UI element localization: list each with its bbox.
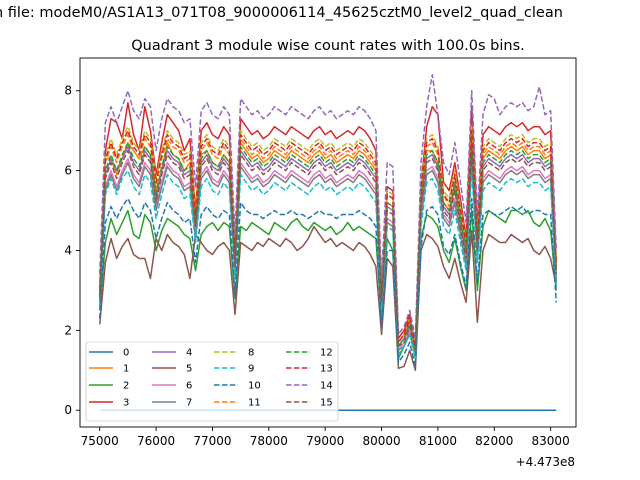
x-tick-label: 80000: [362, 434, 400, 448]
legend-label-8: 8: [248, 348, 254, 359]
series-line-15: [98, 149, 558, 352]
y-tick-label: 4: [64, 243, 72, 257]
legend-label-3: 3: [123, 398, 129, 409]
series-line-3: [98, 101, 558, 348]
series-line-13: [98, 129, 558, 348]
x-tick-label: 77000: [193, 434, 231, 448]
y-tick-label: 6: [64, 164, 72, 178]
x-tick-label: 83000: [532, 434, 570, 448]
legend-label-6: 6: [186, 381, 192, 392]
series-line-8: [98, 125, 558, 348]
axes-frame: [79, 57, 577, 428]
x-axis: 75000 76000 77000 78000 79000 80000 81000 82000…: [81, 427, 570, 448]
y-tick-label: 8: [64, 84, 72, 98]
series-layer: [98, 74, 558, 411]
legend-label-4: 4: [186, 348, 192, 359]
series-line-5: [98, 225, 558, 372]
y-tick-label: 0: [64, 403, 72, 417]
chart-title: Quadrant 3 module wise count rates with …: [131, 38, 525, 54]
legend-label-13: 13: [320, 364, 333, 375]
x-tick-label: 78000: [250, 434, 288, 448]
series-line-14: [98, 74, 558, 340]
legend-label-9: 9: [248, 364, 254, 375]
legend-label-7: 7: [186, 398, 192, 409]
series-line-9: [98, 169, 558, 360]
series-line-10: [98, 197, 558, 368]
legend-label-2: 2: [123, 381, 129, 392]
legend-label-10: 10: [248, 381, 261, 392]
x-offset-label: +4.473e8: [516, 455, 575, 469]
y-axis: 0 2 4 6 8: [64, 84, 80, 417]
legend-label-11: 11: [248, 398, 261, 409]
legend-label-0: 0: [123, 348, 129, 359]
x-tick-label: 81000: [419, 434, 457, 448]
series-line-12: [98, 141, 558, 352]
x-tick-label: 75000: [81, 434, 119, 448]
x-tick-label: 76000: [137, 434, 175, 448]
legend-frame: [85, 341, 339, 422]
plot-area: [98, 74, 558, 411]
x-tick-label: 82000: [475, 434, 513, 448]
y-tick-label: 2: [64, 323, 72, 337]
x-tick-label: 79000: [306, 434, 344, 448]
series-line-2: [98, 209, 558, 360]
legend-label-5: 5: [186, 364, 192, 375]
legend-label-1: 1: [123, 364, 129, 375]
legend-label-15: 15: [320, 398, 333, 409]
legend-label-14: 14: [320, 381, 333, 392]
chart-suptitle: n file: modeM0/AS1A13_071T08_9000006114_…: [0, 5, 563, 21]
legend-label-12: 12: [320, 348, 333, 359]
